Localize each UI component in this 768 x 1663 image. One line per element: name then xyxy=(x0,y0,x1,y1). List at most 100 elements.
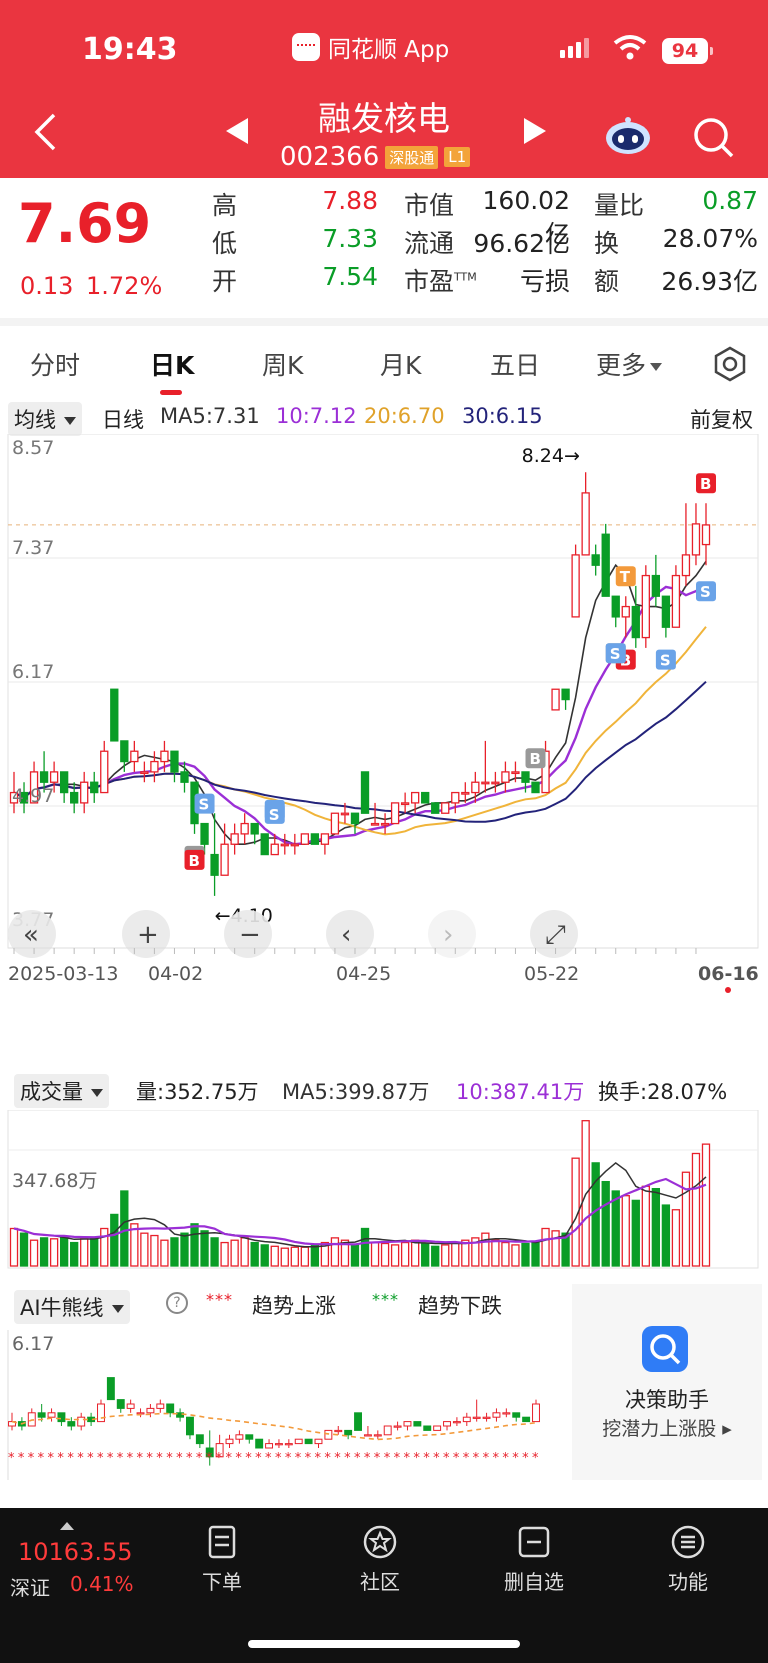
functions-button[interactable]: 功能 xyxy=(638,1524,738,1595)
tab-more[interactable]: 更多 xyxy=(596,346,663,382)
y-tick-label: 7.37 xyxy=(12,537,54,559)
turnover-label: 换 xyxy=(594,229,620,258)
volume-bar xyxy=(641,1185,650,1267)
candle-body xyxy=(651,574,661,597)
ai-candle-body xyxy=(324,1429,333,1440)
community-button[interactable]: 社区 xyxy=(330,1524,430,1595)
volume-bar xyxy=(551,1230,560,1267)
candle-body xyxy=(370,822,380,826)
tab-daily-k[interactable]: 日K xyxy=(150,351,195,380)
ai-candle-body xyxy=(512,1412,521,1418)
index-value[interactable]: 10163.55 xyxy=(18,1538,133,1566)
ai-candle-body xyxy=(77,1416,86,1427)
trend-star-mark: * xyxy=(285,1451,292,1466)
decision-assistant-card[interactable]: 决策助手 挖潜力上涨股 ▸ xyxy=(572,1284,762,1480)
candle-body xyxy=(230,833,239,845)
wifi-icon xyxy=(613,35,647,60)
control-glyph: − xyxy=(239,920,261,950)
candle-body xyxy=(461,791,470,795)
search-icon[interactable] xyxy=(692,116,734,158)
trend-star-mark: * xyxy=(522,1451,529,1466)
trend-star-mark: * xyxy=(235,1451,242,1466)
tab-monthly-k[interactable]: 月K xyxy=(380,351,422,380)
order-button[interactable]: 下单 xyxy=(172,1524,272,1595)
candle-body xyxy=(471,781,480,794)
prev-button[interactable]: ‹ xyxy=(326,910,374,958)
volume-bar xyxy=(541,1227,550,1267)
prev-stock-icon[interactable] xyxy=(226,118,248,144)
x-tick-label: 04-02 xyxy=(148,963,203,985)
fullscreen-button[interactable]: ⤢ xyxy=(530,910,578,958)
candle-body xyxy=(481,781,490,785)
scroll-left-button[interactable]: « xyxy=(8,910,56,958)
candle-body xyxy=(39,771,49,783)
remove-watchlist-button[interactable]: 删自选 xyxy=(484,1524,584,1595)
adjust-mode[interactable]: 前复权 xyxy=(690,408,753,432)
trend-star-mark: * xyxy=(18,1451,25,1466)
tab-five-day[interactable]: 五日 xyxy=(490,351,541,380)
volume-bar xyxy=(501,1241,510,1267)
zoom-out-button[interactable]: − xyxy=(224,910,272,958)
assistant-search-icon xyxy=(642,1326,688,1372)
ai-candle-body xyxy=(255,1438,264,1449)
volume-ratio-value: 0.87 xyxy=(702,186,758,215)
volume-bar xyxy=(260,1244,269,1267)
trend-star-mark: * xyxy=(176,1451,183,1466)
help-icon[interactable]: ? xyxy=(166,1292,188,1314)
ai-candle-body xyxy=(37,1412,46,1418)
volume-bar xyxy=(49,1238,59,1267)
ai-candle-body xyxy=(265,1443,274,1449)
tab-intraday[interactable]: 分时 xyxy=(30,351,81,380)
ai-candle-body xyxy=(186,1416,194,1436)
volume-bar xyxy=(150,1234,159,1267)
trend-star-mark: * xyxy=(265,1451,272,1466)
signal-marker-label: S xyxy=(660,652,671,670)
ai-candle-body xyxy=(67,1421,76,1427)
ai-candle-body xyxy=(146,1407,155,1414)
trend-down-label: 趋势下跌 xyxy=(418,1294,502,1318)
volume-bar xyxy=(561,1232,570,1267)
expand-arrow-icon[interactable] xyxy=(60,1522,74,1530)
ai-candle-body xyxy=(383,1425,392,1436)
volume-bar xyxy=(350,1244,360,1267)
volume-bar xyxy=(240,1237,249,1267)
kline-chart[interactable]: 8.577.376.174.973.77 8.24→←4.10SSBBSBBBT… xyxy=(0,434,768,1008)
candle-body xyxy=(200,822,209,845)
assistant-subtitle: 挖潜力上涨股 ▸ xyxy=(602,1418,732,1440)
trend-star-mark: * xyxy=(305,1451,312,1466)
battery-icon: 94 xyxy=(662,38,713,64)
active-tab-indicator xyxy=(160,390,182,395)
ai-y-label: 6.17 xyxy=(12,1333,54,1355)
robot-assistant-icon[interactable] xyxy=(604,116,652,156)
amount-value: 26.93亿 xyxy=(661,267,758,296)
indicator-selector[interactable]: 均线 xyxy=(8,402,82,436)
ai-indicator-selector[interactable]: AI牛熊线 xyxy=(14,1290,130,1324)
signal-marker-label: T xyxy=(620,568,631,586)
y-tick-label: 8.57 xyxy=(12,437,54,459)
candle-body xyxy=(441,802,450,814)
candle-body xyxy=(431,802,440,814)
x-tick-label: 06-16 xyxy=(698,963,759,985)
next-button[interactable]: › xyxy=(428,910,476,958)
stock-code-row: 002366 深股通 L1 xyxy=(280,142,471,172)
settings-icon[interactable] xyxy=(712,346,748,382)
ma20-value: 20:6.70 xyxy=(364,404,445,428)
menu-icon xyxy=(671,1525,705,1559)
ai-candle-body xyxy=(443,1421,451,1427)
back-icon[interactable] xyxy=(32,112,58,152)
tab-weekly-k[interactable]: 周K xyxy=(262,351,304,380)
trend-star-mark: * xyxy=(57,1451,64,1466)
zoom-in-button[interactable]: + xyxy=(122,910,170,958)
candle-body xyxy=(110,688,119,742)
trend-star-mark: * xyxy=(226,1451,233,1466)
volume-bar xyxy=(631,1199,640,1267)
control-glyph: « xyxy=(23,920,39,950)
next-stock-icon[interactable] xyxy=(524,118,546,144)
ai-trend-line xyxy=(11,1412,537,1441)
float-value: 96.62亿 xyxy=(473,229,570,258)
header: 19:43 同花顺 App 94 融发核电 002366 深股通 L1 xyxy=(0,0,768,178)
trend-star-mark: * xyxy=(28,1451,35,1466)
ai-candle-body xyxy=(423,1425,432,1431)
trend-star-mark: * xyxy=(186,1451,193,1466)
volume-indicator-selector[interactable]: 成交量 xyxy=(14,1074,109,1108)
